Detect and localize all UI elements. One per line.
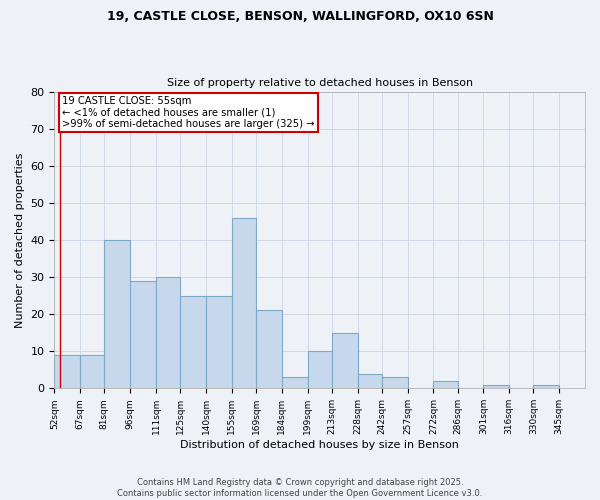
Bar [332, 332, 358, 388]
Text: 19, CASTLE CLOSE, BENSON, WALLINGFORD, OX10 6SN: 19, CASTLE CLOSE, BENSON, WALLINGFORD, O… [107, 10, 493, 23]
Bar [55, 355, 80, 388]
Bar [308, 351, 332, 389]
Text: Contains HM Land Registry data © Crown copyright and database right 2025.
Contai: Contains HM Land Registry data © Crown c… [118, 478, 482, 498]
Bar [382, 377, 407, 388]
Bar [104, 240, 130, 388]
Bar [282, 377, 308, 388]
Bar [433, 381, 458, 388]
Title: Size of property relative to detached houses in Benson: Size of property relative to detached ho… [167, 78, 473, 88]
Y-axis label: Number of detached properties: Number of detached properties [15, 152, 25, 328]
Bar [130, 281, 156, 388]
Bar [180, 296, 206, 388]
Bar [533, 384, 559, 388]
Bar [80, 355, 104, 388]
Text: 19 CASTLE CLOSE: 55sqm
← <1% of detached houses are smaller (1)
>99% of semi-det: 19 CASTLE CLOSE: 55sqm ← <1% of detached… [62, 96, 315, 129]
Bar [484, 384, 509, 388]
Bar [206, 296, 232, 388]
X-axis label: Distribution of detached houses by size in Benson: Distribution of detached houses by size … [180, 440, 459, 450]
Bar [358, 374, 382, 388]
Bar [156, 277, 180, 388]
Bar [256, 310, 282, 388]
Bar [232, 218, 256, 388]
